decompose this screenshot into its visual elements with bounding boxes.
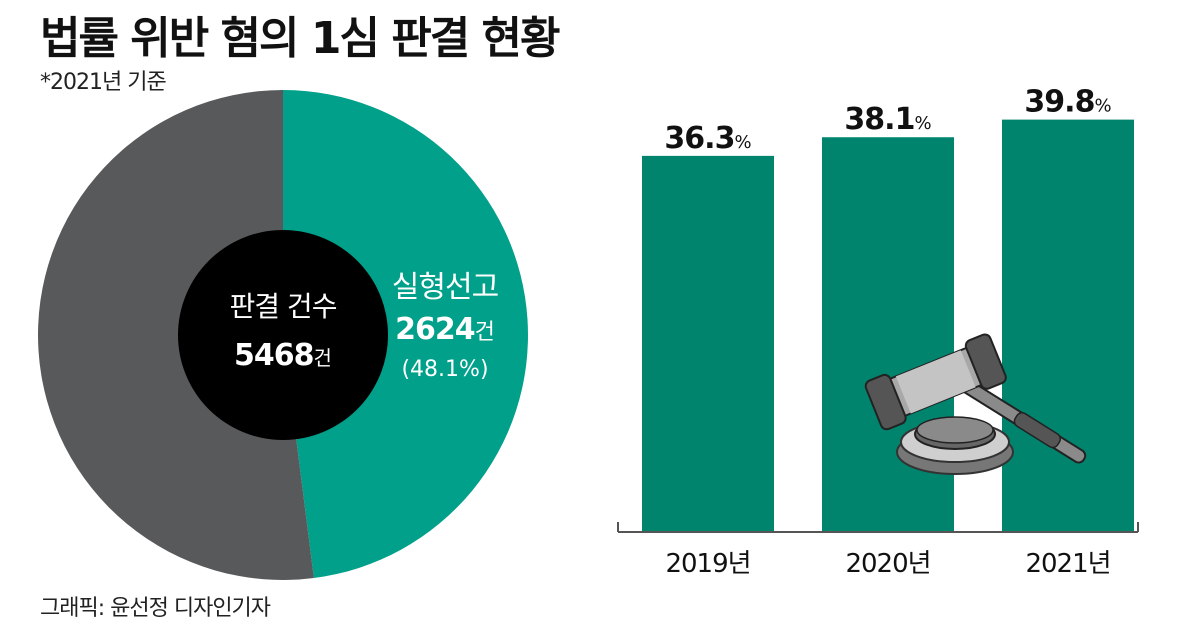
x-tick-label: 2019년	[665, 549, 750, 579]
bar-2019년	[642, 155, 774, 532]
bar-value-label: 39.8%	[1024, 85, 1111, 120]
slice-label: 실형선고	[392, 270, 498, 305]
pie-slice-sentenced	[283, 90, 528, 579]
slice-pct: (48.1%)	[401, 357, 488, 382]
credit: 그래픽: 윤선정 디자인기자	[40, 596, 271, 621]
x-tick-label: 2021년	[1025, 549, 1110, 579]
donut-chart: 판결 건수 5468건 실형선고 2624건 (48.1%)	[37, 90, 528, 580]
bar-2021년	[1002, 119, 1134, 533]
bar-value-number: 36.3	[664, 121, 734, 156]
bar-value-unit: %	[914, 113, 931, 134]
bar-value-unit: %	[734, 132, 751, 153]
slice-total: 2624건	[395, 312, 495, 347]
bar-value-number: 39.8	[1024, 85, 1094, 120]
donut-center-value: 5468	[234, 338, 314, 373]
bar-chart: 36.3% 2019년 38.1% 2020년 39.8% 2021년	[617, 85, 1139, 579]
chart-title: 법률 위반 혐의 1심 판결 현황	[40, 13, 560, 64]
bar-value-unit: %	[1094, 96, 1111, 117]
bar-value-label: 38.1%	[844, 102, 931, 137]
donut-center-total: 5468건	[234, 338, 332, 373]
slice-unit: 건	[475, 320, 495, 345]
pie-slice-other	[37, 90, 314, 580]
gavel-icon	[864, 333, 1087, 475]
slice-value: 2624	[395, 312, 475, 347]
bar-value-number: 38.1	[844, 102, 914, 137]
bar-value-label: 36.3%	[664, 121, 751, 156]
x-tick-label: 2020년	[845, 549, 930, 579]
basis-note: *2021년 기준	[40, 70, 167, 95]
donut-center	[178, 230, 388, 440]
donut-center-unit: 건	[314, 346, 332, 370]
donut-center-label: 판결 건수	[230, 290, 337, 323]
